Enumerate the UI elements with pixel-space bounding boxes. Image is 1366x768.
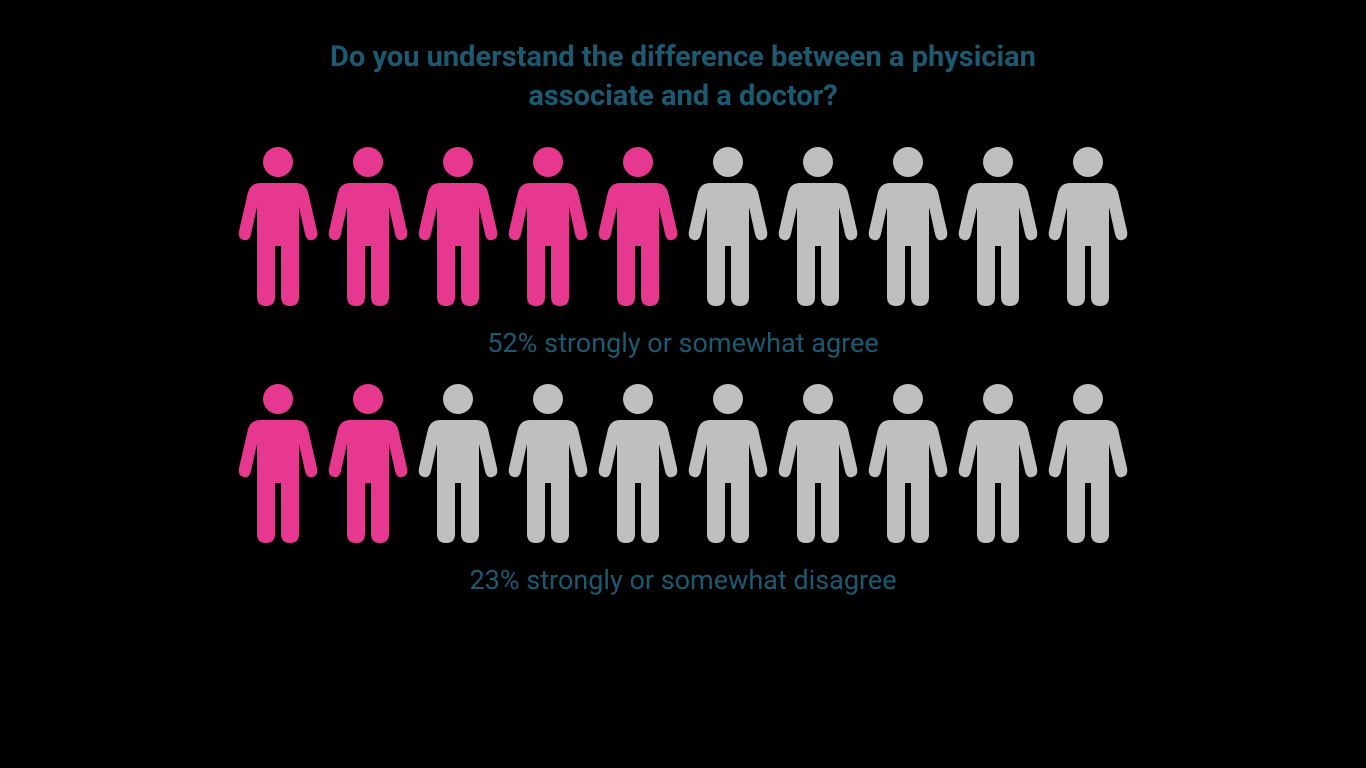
person-icon: [1043, 144, 1133, 309]
person-icon: [1043, 381, 1133, 546]
person-icon: [413, 381, 503, 546]
person-icon: [233, 144, 323, 309]
pictogram-row-disagree: 23% strongly or somewhat disagree: [233, 381, 1133, 596]
person-icon: [503, 381, 593, 546]
person-icon: [413, 144, 503, 309]
person-icon: [503, 144, 593, 309]
person-icon: [683, 144, 773, 309]
pictogram-icons-disagree: [233, 381, 1133, 546]
person-icon: [323, 144, 413, 309]
caption-agree: 52% strongly or somewhat agree: [487, 327, 878, 359]
person-icon: [683, 381, 773, 546]
pictogram-row-agree: 52% strongly or somewhat agree: [233, 144, 1133, 359]
caption-disagree: 23% strongly or somewhat disagree: [469, 564, 896, 596]
pictogram-icons-agree: [233, 144, 1133, 309]
person-icon: [773, 381, 863, 546]
person-icon: [593, 381, 683, 546]
person-icon: [953, 381, 1043, 546]
person-icon: [233, 381, 323, 546]
chart-title: Do you understand the difference between…: [273, 38, 1093, 116]
person-icon: [323, 381, 413, 546]
person-icon: [953, 144, 1043, 309]
person-icon: [773, 144, 863, 309]
person-icon: [593, 144, 683, 309]
person-icon: [863, 144, 953, 309]
person-icon: [863, 381, 953, 546]
